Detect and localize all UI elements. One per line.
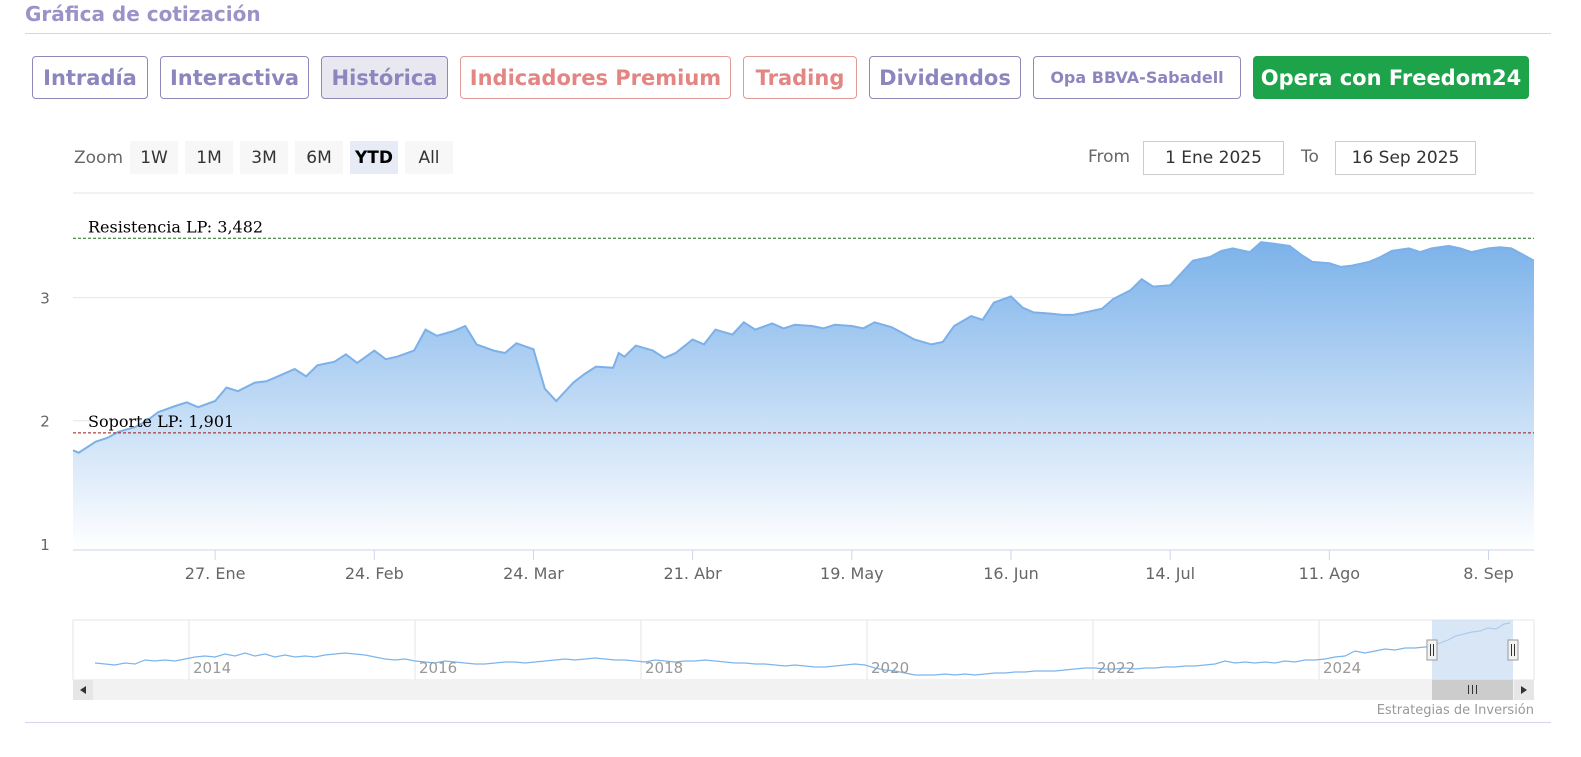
zoom-6m-button[interactable]: 6M	[295, 141, 343, 174]
navigator-year-label: 2020	[871, 659, 909, 677]
x-axis-labels: 27. Ene 24. Feb 24. Mar 21. Abr 19. May 16. J…	[185, 550, 1514, 583]
chart-credits[interactable]: Estrategias de Inversión	[1376, 703, 1534, 718]
tab-opa-bbva-sabadell[interactable]: Opa BBVA-Sabadell	[1033, 56, 1241, 99]
y-tick-label: 3	[40, 290, 50, 308]
scroll-right-icon	[1521, 686, 1527, 694]
title-divider	[25, 33, 1551, 34]
navigator-right-handle[interactable]	[1507, 639, 1519, 661]
zoom-1m-button[interactable]: 1M	[185, 141, 233, 174]
navigator-year-label: 2018	[645, 659, 683, 677]
tab-intradia[interactable]: Intradía	[32, 56, 148, 99]
chart-tabs: Intradía Interactiva Histórica Indicador…	[0, 56, 1581, 100]
page-title: Gráfica de cotización	[25, 2, 261, 26]
y-tick-label: 1	[40, 536, 50, 554]
y-axis-labels: 1 2 3	[40, 290, 50, 554]
x-tick-label: 24. Feb	[345, 564, 404, 583]
navigator[interactable]: 2014 2016 2018 2020 2022 2024	[72, 619, 1535, 700]
navigator-gridlines	[188, 620, 1320, 680]
from-label: From	[1088, 147, 1131, 167]
navigator-frame	[72, 619, 1535, 681]
tab-trading[interactable]: Trading	[743, 56, 857, 99]
zoom-all-button[interactable]: All	[405, 141, 453, 174]
to-date-input[interactable]	[1335, 141, 1476, 175]
scroll-left-icon	[80, 686, 86, 694]
x-tick-label: 24. Mar	[503, 564, 564, 583]
y-tick-label: 2	[40, 413, 50, 431]
navigator-year-label: 2024	[1323, 659, 1361, 677]
x-tick-label: 27. Ene	[185, 564, 246, 583]
tab-interactiva[interactable]: Interactiva	[160, 56, 309, 99]
scrollbar-track[interactable]	[73, 680, 1534, 700]
navigator-year-label: 2022	[1097, 659, 1135, 677]
navigator-mask[interactable]	[1432, 620, 1513, 680]
navigator-year-label: 2016	[419, 659, 457, 677]
navigator-series	[94, 622, 1511, 676]
navigator-year-labels: 2014 2016 2018 2020 2022 2024	[193, 659, 1361, 677]
x-tick-label: 11. Ago	[1299, 564, 1360, 583]
tab-dividendos[interactable]: Dividendos	[869, 56, 1021, 99]
to-label: To	[1301, 147, 1319, 167]
navigator-left-handle[interactable]	[1426, 639, 1438, 661]
reference-lines: Resistencia LP: 3,482 Soporte LP: 1,901	[73, 217, 1534, 434]
bottom-divider	[25, 722, 1551, 723]
navigator-year-label: 2014	[193, 659, 231, 677]
zoom-label: Zoom	[74, 148, 124, 168]
freedom24-cta-button[interactable]: Opera con Freedom24	[1253, 56, 1529, 99]
x-tick-label: 8. Sep	[1463, 564, 1514, 583]
x-tick-label: 14. Jul	[1145, 564, 1195, 583]
x-tick-label: 19. May	[820, 564, 884, 583]
tab-historica[interactable]: Histórica	[321, 56, 448, 99]
price-line[interactable]	[72, 241, 1535, 454]
price-area	[73, 242, 1534, 550]
x-tick-label: 21. Abr	[664, 564, 723, 583]
support-label: Soporte LP: 1,901	[88, 412, 234, 431]
zoom-ytd-button[interactable]: YTD	[350, 141, 398, 174]
from-date-input[interactable]	[1143, 141, 1284, 175]
x-tick-label: 16. Jun	[983, 564, 1039, 583]
zoom-3m-button[interactable]: 3M	[240, 141, 288, 174]
zoom-1w-button[interactable]: 1W	[130, 141, 178, 174]
resistance-label: Resistencia LP: 3,482	[88, 217, 263, 236]
tab-indicadores-premium[interactable]: Indicadores Premium	[460, 56, 731, 99]
